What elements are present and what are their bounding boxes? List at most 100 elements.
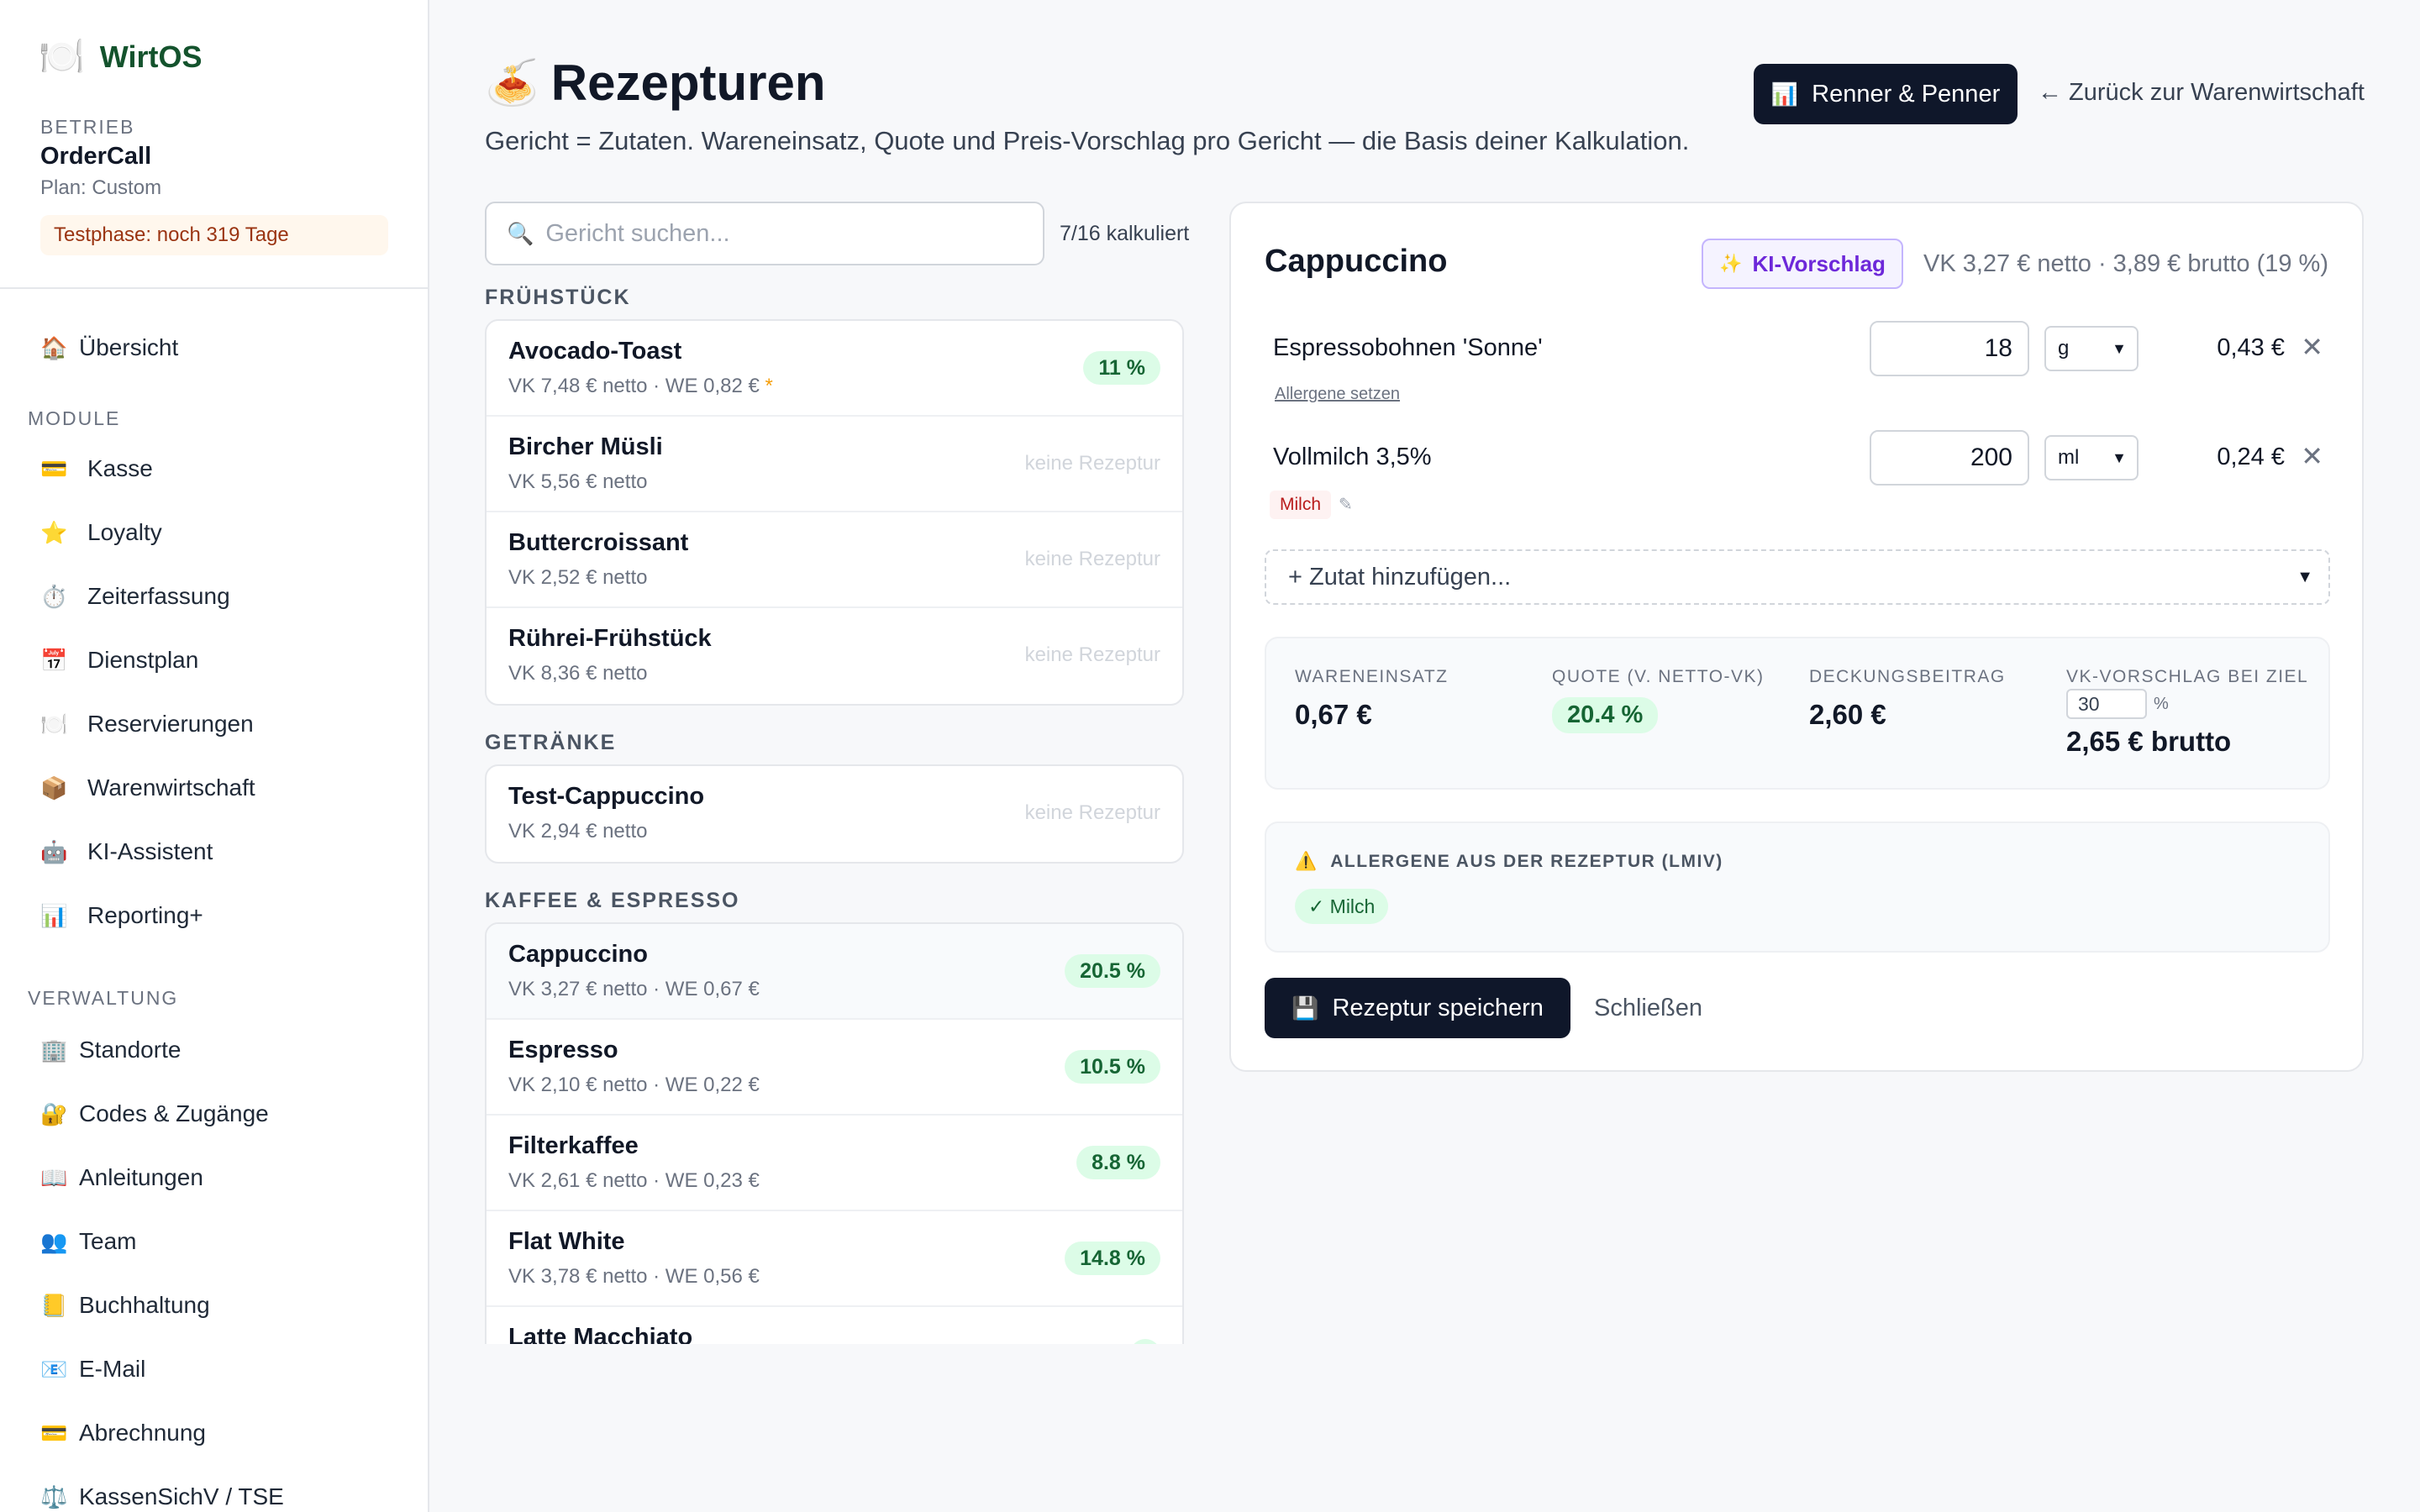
group-label-getraenke: GETRÄNKE [485,731,617,754]
estimate-star: * [765,375,773,397]
ingredient-qty-input[interactable] [1870,321,2029,376]
dish-name: Test-Cappuccino [508,783,705,810]
package-icon: 📦 [40,774,68,801]
list-item[interactable]: Latte Macchiato [487,1307,1182,1344]
stat-wareneinsatz: WARENEINSATZ 0,67 € [1295,667,1449,731]
admin-section-label: VERWALTUNG [28,987,179,1009]
dish-sub: VK 3,78 € netto · WE 0,56 € [508,1265,760,1288]
list-item[interactable]: Avocado-Toast VK 7,48 € netto · WE 0,82 … [487,321,1182,417]
dish-sub: VK 3,27 € netto · WE 0,67 € [508,978,760,1000]
list-item[interactable]: Cappuccino VK 3,27 € netto · WE 0,67 € 2… [487,924,1182,1020]
sidebar-item-kassensichv[interactable]: ⚖️ KassenSichV / TSE [40,1473,410,1512]
sidebar-item-label: Loyalty [87,519,162,545]
group-label-kaffee: KAFFEE & ESPRESSO [485,889,740,912]
people-icon: 👥 [40,1228,68,1254]
quote-badge: 10.5 % [1065,1050,1160,1084]
list-item[interactable]: Test-Cappuccino VK 2,94 € netto keine Re… [487,766,1182,862]
sidebar-item-label: Abrechnung [79,1420,207,1446]
target-quote-row: % [2066,689,2308,719]
sidebar-item-kasse[interactable]: 💳 Kasse [40,445,410,492]
plate-icon: 🍽️ [40,711,68,737]
ingredient-unit-select[interactable]: ml ▼ [2044,435,2139,480]
target-quote-input[interactable] [2066,689,2147,719]
sidebar-item-label: Übersicht [79,334,179,360]
sidebar-divider [0,287,428,289]
dish-name: Cappuccino [508,941,648,968]
sidebar-item-reporting[interactable]: 📊 Reporting+ [40,892,410,939]
dish-sub-text: VK 7,48 € netto · WE 0,82 € [508,375,765,397]
save-recipe-button[interactable]: 💾 Rezeptur speichern [1265,978,1570,1038]
sidebar-item-label: Reporting+ [87,902,203,928]
sidebar-item-buchhaltung[interactable]: 📒 Buchhaltung [40,1282,410,1329]
sidebar-item-anleitungen[interactable]: 📖 Anleitungen [40,1154,410,1201]
no-recipe-label: keine Rezeptur [1024,643,1160,666]
sidebar-item-loyalty[interactable]: ⭐ Loyalty [40,509,410,556]
back-to-warenwirtschaft-link[interactable]: ← Zurück zur Warenwirtschaft [2038,79,2365,106]
allergen-tag-milch: Milch [1270,491,1332,519]
close-button[interactable]: Schließen [1594,995,1702,1021]
no-recipe-label: keine Rezeptur [1024,548,1160,570]
sidebar-item-codes[interactable]: 🔐 Codes & Zugänge [40,1090,410,1137]
module-section-label: MODULE [28,407,121,429]
dish-name: Latte Macchiato [508,1324,693,1344]
robot-icon: 🤖 [40,838,68,864]
brand[interactable]: 🍽️ WirtOS [39,39,202,76]
plate-icon: 🍽️ [39,36,85,77]
sidebar-item-warenwirtschaft[interactable]: 📦 Warenwirtschaft [40,764,410,811]
sidebar-item-reservierungen[interactable]: 🍽️ Reservierungen [40,701,410,748]
sidebar-item-abrechnung[interactable]: 💳 Abrechnung [40,1410,410,1457]
search-input[interactable] [545,219,1017,248]
sidebar-item-label: Zeiterfassung [87,583,230,609]
stopwatch-icon: ⏱️ [40,583,68,609]
sidebar-item-ki-assistent[interactable]: 🤖 KI-Assistent [40,828,410,875]
set-allergens-link[interactable]: Allergene setzen [1275,385,1400,403]
dish-name: Filterkaffee [508,1132,639,1159]
lock-key-icon: 🔐 [40,1100,68,1126]
search-icon: 🔍 [507,220,534,246]
ingredient-unit-select[interactable]: g ▼ [2044,326,2139,371]
sidebar-item-overview[interactable]: 🏠 Übersicht [40,324,410,371]
allergen-header: ⚠️ ALLERGENE AUS DER REZEPTUR (LMIV) [1295,852,1723,872]
recipe-detail-panel: Cappuccino ✨ KI-Vorschlag VK 3,27 € nett… [1229,202,2364,1072]
sparkles-icon: ✨ [1719,253,1743,274]
search-box[interactable]: 🔍 [485,202,1044,265]
group-label-fruehstueck: FRÜHSTÜCK [485,286,631,309]
sidebar: 🍽️ WirtOS BETRIEB OrderCall Plan: Custom… [0,0,429,1512]
no-recipe-label: keine Rezeptur [1024,801,1160,824]
pencil-icon[interactable]: ✎ [1339,496,1353,514]
sidebar-item-label: Warenwirtschaft [87,774,255,801]
list-item[interactable]: Flat White VK 3,78 € netto · WE 0,56 € 1… [487,1211,1182,1307]
dish-name: Avocado-Toast [508,338,682,365]
sidebar-item-standorte[interactable]: 🏢 Standorte [40,1026,410,1074]
sidebar-item-team[interactable]: 👥 Team [40,1218,410,1265]
dish-sub: VK 2,52 € netto [508,566,648,589]
dish-name: Espresso [508,1037,618,1063]
sidebar-item-email[interactable]: 📧 E-Mail [40,1346,410,1393]
remove-ingredient-icon[interactable]: ✕ [2301,441,2323,471]
list-item[interactable]: Filterkaffee VK 2,61 € netto · WE 0,23 €… [487,1116,1182,1211]
list-item[interactable]: Rührei-Frühstück VK 8,36 € netto keine R… [487,608,1182,704]
vk-info: VK 3,27 € netto · 3,89 € brutto (19 %) [1923,250,2328,277]
save-recipe-label: Rezeptur speichern [1332,994,1544,1021]
ingredient-qty-input[interactable] [1870,430,2029,486]
bar-chart-icon: 📊 [1770,81,1799,107]
sidebar-item-label: Buchhaltung [79,1292,210,1318]
sidebar-item-zeiterfassung[interactable]: ⏱️ Zeiterfassung [40,573,410,620]
add-ingredient-select[interactable]: + Zutat hinzufügen... ▼ [1265,549,2330,605]
ki-suggestion-button[interactable]: ✨ KI-Vorschlag [1702,239,1903,289]
list-item[interactable]: Bircher Müsli VK 5,56 € netto keine Reze… [487,417,1182,512]
list-item[interactable]: Espresso VK 2,10 € netto · WE 0,22 € 10.… [487,1020,1182,1116]
remove-ingredient-icon[interactable]: ✕ [2301,332,2323,362]
sidebar-item-dienstplan[interactable]: 📅 Dienstplan [40,637,410,684]
dish-list[interactable]: FRÜHSTÜCK Avocado-Toast VK 7,48 € netto … [485,277,1191,1344]
renner-penner-button[interactable]: 📊 Renner & Penner [1754,64,2018,124]
stat-value: 0,67 € [1295,699,1372,730]
trial-badge: Testphase: noch 319 Tage [40,215,388,255]
chevron-down-icon: ▼ [2112,449,2127,466]
quote-badge [1130,1339,1160,1344]
unit-value: ml [2058,446,2080,469]
building-icon: 🏢 [40,1037,68,1063]
quote-badge: 14.8 % [1065,1242,1160,1275]
list-item[interactable]: Buttercroissant VK 2,52 € netto keine Re… [487,512,1182,608]
unit-value: g [2058,337,2070,360]
